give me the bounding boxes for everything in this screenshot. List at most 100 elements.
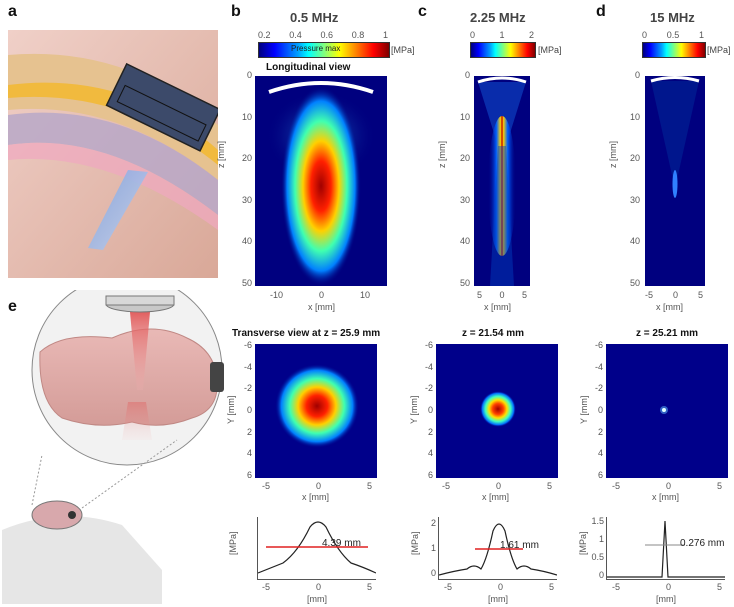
y-tick: 0 (427, 404, 433, 415)
x-ticks-2: 5 0 5 (477, 290, 527, 300)
colorbar-3 (642, 42, 706, 58)
cbar-tick: 0 (470, 30, 476, 40)
panel-label-b: b (231, 3, 241, 20)
z-tick: 40 (241, 236, 252, 247)
colorbar-inner-label: Pressure max (291, 44, 341, 53)
x-axis-label-2: x [mm] (484, 302, 511, 312)
z-tick: 0 (634, 70, 640, 80)
y-tick: 4 (427, 448, 433, 459)
tvx-ticks-3: -5 0 5 (612, 481, 722, 491)
longitudinal-field-map-3 (645, 76, 705, 286)
cbar-tick: 2 (528, 30, 534, 40)
x-tick: 0 (315, 481, 321, 491)
profile-x-label-2: [mm] (488, 594, 508, 604)
brain-illustration (2, 290, 224, 604)
y-tick: 0 (597, 404, 603, 415)
z-tick: 50 (629, 277, 640, 288)
frequency-label-3: 15 MHz (650, 10, 695, 25)
x-tick: 5 (366, 481, 372, 491)
y-tick: -4 (594, 361, 603, 372)
profile-x-label-1: [mm] (307, 594, 327, 604)
tvx-axis-label-1: x [mm] (302, 492, 329, 502)
y-axis-label-2: Y [mm] (409, 395, 419, 424)
pressure-profile-3 (606, 517, 725, 580)
profile-y-ticks-3: 1.5 1 0.5 0 (590, 516, 604, 580)
profile-x-ticks-3: -5 0 5 (612, 582, 722, 592)
x-tick: 0 (499, 290, 505, 300)
y-tick: 6 (597, 469, 603, 480)
y-tick: 0 (246, 404, 252, 415)
transverse-field-map-1 (255, 344, 377, 478)
z-axis-label-3: z [mm] (608, 141, 618, 168)
y-tick: 2 (597, 426, 603, 437)
y-tick: 6 (246, 469, 252, 480)
x-tick: 5 (548, 582, 554, 592)
x-tick: -10 (270, 290, 284, 300)
transverse-field-map-3 (606, 344, 728, 478)
y-tick: 0 (598, 570, 604, 580)
z-tick: 20 (629, 153, 640, 164)
profile-y-label-2: [MPa] (410, 531, 420, 555)
x-tick: 5 (477, 290, 483, 300)
y-ticks-2: -6 -4 -2 0 2 4 6 (421, 340, 433, 480)
y-axis-label-1: Y [mm] (226, 395, 236, 424)
z-axis-label-2: z [mm] (437, 141, 447, 168)
z-tick: 20 (241, 153, 252, 164)
longitudinal-view-title: Longitudinal view (266, 62, 351, 73)
z-tick: 10 (241, 111, 252, 122)
profile-x-label-3: [mm] (656, 594, 676, 604)
tvx-ticks-1: -5 0 5 (262, 481, 372, 491)
fwhm-value-2: 1.61 mm (500, 540, 539, 551)
x-tick: 5 (366, 582, 372, 592)
x-tick: 5 (546, 481, 552, 491)
y-tick: 6 (427, 469, 433, 480)
panel-label-e: e (8, 298, 17, 315)
y-tick: -2 (594, 383, 603, 394)
y-ticks-1: -6 -4 -2 0 2 4 6 (240, 340, 252, 480)
x-tick: 10 (359, 290, 370, 300)
y-tick: 1 (598, 534, 604, 544)
colorbar-unit-1: [MPa] (391, 45, 415, 55)
x-axis-label-3: x [mm] (656, 302, 683, 312)
x-tick: -5 (612, 481, 621, 491)
cbar-tick: 0.4 (289, 30, 302, 40)
z-ticks-3: 0 10 20 30 40 50 (628, 70, 640, 288)
cbar-tick: 1 (382, 30, 388, 40)
z-tick: 30 (241, 194, 252, 205)
frequency-label-1: 0.5 MHz (290, 10, 339, 25)
z-ticks-2: 0 10 20 30 40 50 (458, 70, 470, 288)
profile-y-ticks-2: 2 1 0 (424, 518, 436, 578)
y-tick: 2 (246, 426, 252, 437)
y-tick: -6 (594, 340, 603, 350)
x-tick: 0 (497, 582, 503, 592)
y-tick: -4 (424, 361, 433, 372)
profile-y-label-3: [MPa] (578, 531, 588, 555)
colorbar-2 (470, 42, 536, 58)
y-tick: 2 (430, 518, 436, 528)
transverse-view-title-1: Transverse view at z = 25.9 mm (232, 328, 381, 339)
y-tick: 1 (430, 543, 436, 553)
z-tick: 0 (246, 70, 252, 80)
profile-x-ticks-1: -5 0 5 (262, 582, 372, 592)
cbar-tick: 1 (698, 30, 704, 40)
x-tick: 0 (495, 481, 501, 491)
x-tick: 0 (672, 290, 678, 300)
y-tick: -6 (243, 340, 252, 350)
y-tick: 2 (427, 426, 433, 437)
x-tick: -5 (262, 582, 271, 592)
cbar-tick: 0.6 (320, 30, 333, 40)
colorbar-ticks-2: 0 1 2 (470, 30, 534, 40)
y-ticks-3: -6 -4 -2 0 2 4 6 (591, 340, 603, 480)
z-tick: 40 (629, 236, 640, 247)
x-tick: 5 (716, 582, 722, 592)
x-tick: 0 (315, 582, 321, 592)
x-tick: -5 (262, 481, 271, 491)
x-tick: 5 (697, 290, 703, 300)
x-tick: 0 (318, 290, 324, 300)
longitudinal-field-map-1 (255, 76, 387, 286)
cbar-tick: 0 (642, 30, 648, 40)
panel-label-c: c (418, 3, 427, 20)
z-ticks-1: 0 10 20 30 40 50 (240, 70, 252, 288)
y-tick: 4 (597, 448, 603, 459)
cbar-tick: 0.5 (666, 30, 680, 40)
